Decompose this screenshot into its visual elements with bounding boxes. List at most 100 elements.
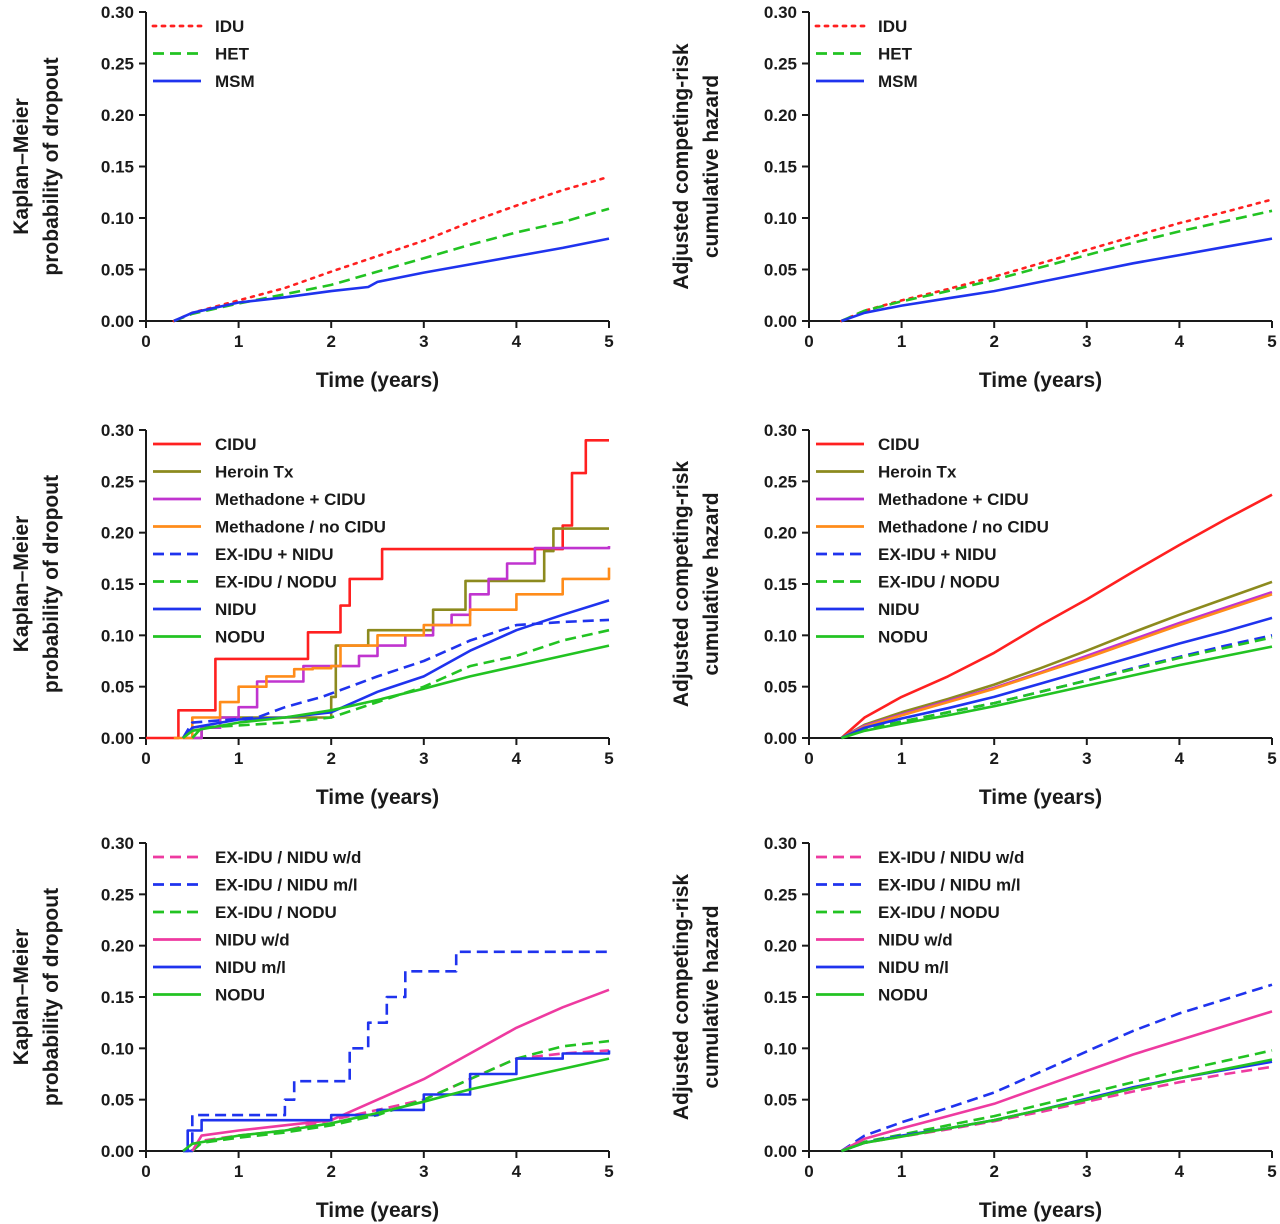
panel-middle-right-hazard-plot: 0.00 0.05 0.10 0.15 0.20 0.25 0.30 0 1 2 3 4 5 Time (… — [670, 421, 1277, 809]
y-tick-label: 0.20 — [764, 524, 797, 543]
series-line-nodu — [182, 644, 610, 740]
y-tick-label: 0.15 — [101, 575, 134, 594]
y-tick-label: 0.00 — [101, 312, 134, 331]
x-tick-label: 3 — [1082, 332, 1091, 351]
x-tick-label: 3 — [1082, 749, 1091, 768]
legend-label: NIDU w/d — [878, 931, 953, 950]
y-axis-title-line: probability of dropout — [40, 475, 63, 693]
y-tick-label: 0.10 — [764, 209, 797, 228]
legend-label: NODU — [878, 986, 928, 1005]
y-tick-label: 0.25 — [101, 472, 134, 491]
x-tick-label: 5 — [604, 749, 613, 768]
panel-bottom-right-hazard-plot: 0.00 0.05 0.10 0.15 0.20 0.25 0.30 0 1 2 3 4 5 Time (… — [670, 834, 1277, 1222]
x-tick-label: 3 — [1082, 1162, 1091, 1181]
y-axis-title-line: Kaplan–Meier — [10, 929, 33, 1066]
y-tick-label: 0.05 — [101, 678, 134, 697]
y-tick-label: 0.20 — [101, 524, 134, 543]
x-tick-label: 5 — [1267, 1162, 1276, 1181]
x-tick-label: 2 — [326, 1162, 335, 1181]
y-axis-title-line: Kaplan–Meier — [10, 516, 33, 653]
x-tick-label: 1 — [897, 1162, 906, 1181]
y-tick-label: 0.10 — [764, 1039, 797, 1058]
x-axis-title: Time (years) — [979, 369, 1102, 392]
y-tick-label: 0.25 — [101, 55, 134, 74]
x-axis-title: Time (years) — [316, 1199, 439, 1222]
x-axis-title: Time (years) — [979, 1199, 1102, 1222]
y-tick-label: 0.30 — [101, 421, 134, 440]
legend-label: Heroin Tx — [215, 463, 294, 482]
y-axis-title-line: cumulative hazard — [700, 75, 723, 258]
series-line-nidu — [182, 599, 610, 739]
x-tick-label: 4 — [1175, 332, 1185, 351]
panel-middle-left-km-plot: 0.00 0.05 0.10 0.15 0.20 0.25 0.30 0 1 2 3 4 5 Time (… — [10, 421, 614, 809]
y-tick-label: 0.15 — [101, 158, 134, 177]
x-tick-label: 0 — [141, 332, 150, 351]
y-axis-title-line: Adjusted competing-risk — [670, 461, 693, 708]
panel-bottom-left-km-plot: 0.00 0.05 0.10 0.15 0.20 0.25 0.30 0 1 2 3 4 5 Time (… — [10, 834, 614, 1222]
y-tick-label: 0.20 — [764, 106, 797, 125]
x-tick-label: 1 — [234, 332, 243, 351]
series-line-nidu-w-d — [840, 1010, 1273, 1153]
legend-label: EX-IDU / NIDU m/l — [215, 876, 358, 895]
legend-label: Heroin Tx — [878, 463, 957, 482]
x-axis-title: Time (years) — [979, 786, 1102, 809]
y-tick-label: 0.25 — [764, 472, 797, 491]
x-axis-title: Time (years) — [316, 369, 439, 392]
legend-label: EX-IDU / NIDU w/d — [215, 848, 361, 867]
series-line-cidu — [840, 493, 1273, 739]
y-axis-title-line: probability of dropout — [40, 57, 63, 275]
series-line-ex-idu-nodu — [840, 636, 1273, 740]
y-tick-label: 0.30 — [764, 3, 797, 22]
series-line-het — [173, 207, 610, 323]
series-line-ex-idu-nodu — [191, 628, 610, 739]
legend-label: EX-IDU / NODU — [215, 573, 337, 592]
x-tick-label: 3 — [419, 1162, 428, 1181]
legend-label: EX-IDU + NIDU — [878, 545, 997, 564]
y-tick-label: 0.10 — [101, 626, 134, 645]
legend-label: Methadone + CIDU — [878, 490, 1029, 509]
y-axis-title-line: cumulative hazard — [700, 492, 723, 675]
x-tick-label: 1 — [234, 1162, 243, 1181]
x-tick-label: 0 — [804, 332, 813, 351]
legend-label: NIDU — [215, 600, 257, 619]
y-tick-label: 0.25 — [764, 885, 797, 904]
x-tick-label: 1 — [897, 749, 906, 768]
legend-label: Methadone / no CIDU — [215, 518, 386, 537]
panel-top-left-km-plot: 0.00 0.05 0.10 0.15 0.20 0.25 0.30 0 1 2 3 4 5 Time (… — [10, 3, 614, 392]
legend-label: MSM — [215, 72, 255, 91]
panel-top-right-hazard-plot: 0.00 0.05 0.10 0.15 0.20 0.25 0.30 0 1 2 3 4 5 Time (… — [670, 3, 1277, 392]
x-tick-label: 0 — [804, 749, 813, 768]
y-tick-label: 0.20 — [101, 106, 134, 125]
legend-label: Methadone / no CIDU — [878, 518, 1049, 537]
legend-label: EX-IDU / NIDU m/l — [878, 876, 1021, 895]
x-tick-label: 4 — [1175, 749, 1185, 768]
y-tick-label: 0.30 — [101, 834, 134, 853]
y-tick-label: 0.05 — [101, 261, 134, 280]
x-tick-label: 5 — [1267, 749, 1276, 768]
x-tick-label: 0 — [141, 749, 150, 768]
series-line-nidu-w-d — [191, 988, 610, 1152]
legend-label: IDU — [215, 17, 244, 36]
y-tick-label: 0.10 — [764, 626, 797, 645]
legend-label: HET — [215, 45, 250, 64]
series-line-msm — [840, 237, 1273, 323]
legend-label: NODU — [215, 628, 265, 647]
series-line-ex-idu-nidu-m-l — [840, 983, 1273, 1153]
y-tick-label: 0.15 — [764, 988, 797, 1007]
y-tick-label: 0.10 — [101, 1039, 134, 1058]
y-tick-label: 0.30 — [764, 834, 797, 853]
y-tick-label: 0.05 — [101, 1091, 134, 1110]
x-tick-label: 4 — [1175, 1162, 1185, 1181]
y-tick-label: 0.10 — [101, 209, 134, 228]
series-line-nodu — [840, 1058, 1273, 1153]
legend-label: Methadone + CIDU — [215, 490, 366, 509]
x-tick-label: 0 — [141, 1162, 150, 1181]
legend-label: NIDU w/d — [215, 931, 290, 950]
y-tick-label: 0.15 — [101, 988, 134, 1007]
x-tick-label: 2 — [989, 332, 998, 351]
x-tick-label: 2 — [989, 1162, 998, 1181]
x-tick-label: 1 — [234, 749, 243, 768]
x-tick-label: 4 — [512, 1162, 522, 1181]
y-tick-label: 0.20 — [101, 937, 134, 956]
